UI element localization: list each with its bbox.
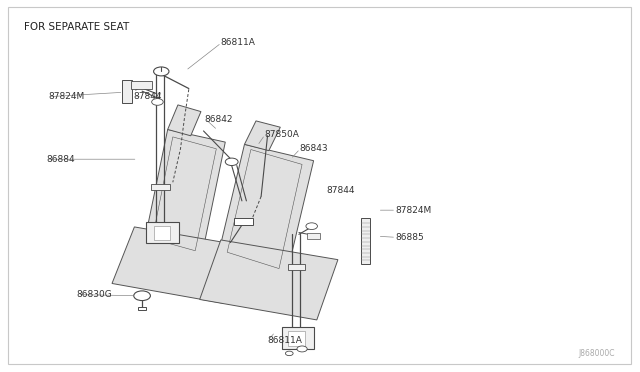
- Text: J868000C: J868000C: [578, 349, 614, 358]
- Bar: [122, 80, 132, 103]
- Bar: [288, 264, 305, 270]
- Bar: [154, 226, 170, 240]
- Text: 87824M: 87824M: [396, 206, 432, 215]
- Polygon shape: [200, 240, 338, 320]
- Bar: [138, 307, 146, 310]
- Text: 86885: 86885: [396, 233, 424, 242]
- Bar: [282, 327, 314, 349]
- Text: 87844: 87844: [326, 186, 355, 195]
- Text: FOR SEPARATE SEAT: FOR SEPARATE SEAT: [24, 22, 129, 32]
- Bar: [234, 218, 253, 225]
- Circle shape: [306, 223, 317, 230]
- Text: 86843: 86843: [300, 144, 328, 153]
- Text: 86830G: 86830G: [77, 290, 113, 299]
- Polygon shape: [112, 227, 242, 303]
- Text: 86842: 86842: [205, 115, 234, 124]
- Text: 86811A: 86811A: [268, 336, 302, 345]
- Polygon shape: [218, 144, 314, 275]
- Bar: [131, 81, 152, 89]
- Polygon shape: [144, 129, 225, 257]
- Polygon shape: [168, 105, 201, 136]
- Circle shape: [297, 346, 307, 352]
- Circle shape: [152, 99, 163, 105]
- Bar: [151, 184, 170, 190]
- Circle shape: [225, 158, 238, 166]
- Bar: [288, 331, 305, 346]
- Bar: [307, 233, 320, 239]
- Text: 87844: 87844: [133, 92, 162, 101]
- Text: 86811A: 86811A: [221, 38, 255, 47]
- Circle shape: [154, 67, 169, 76]
- Bar: [146, 222, 179, 243]
- Text: 86884: 86884: [46, 155, 75, 164]
- Circle shape: [285, 351, 293, 356]
- Polygon shape: [244, 121, 280, 151]
- Text: 87850A: 87850A: [264, 130, 299, 139]
- Text: 87824M: 87824M: [48, 92, 84, 101]
- Bar: [361, 218, 370, 264]
- Circle shape: [134, 291, 150, 301]
